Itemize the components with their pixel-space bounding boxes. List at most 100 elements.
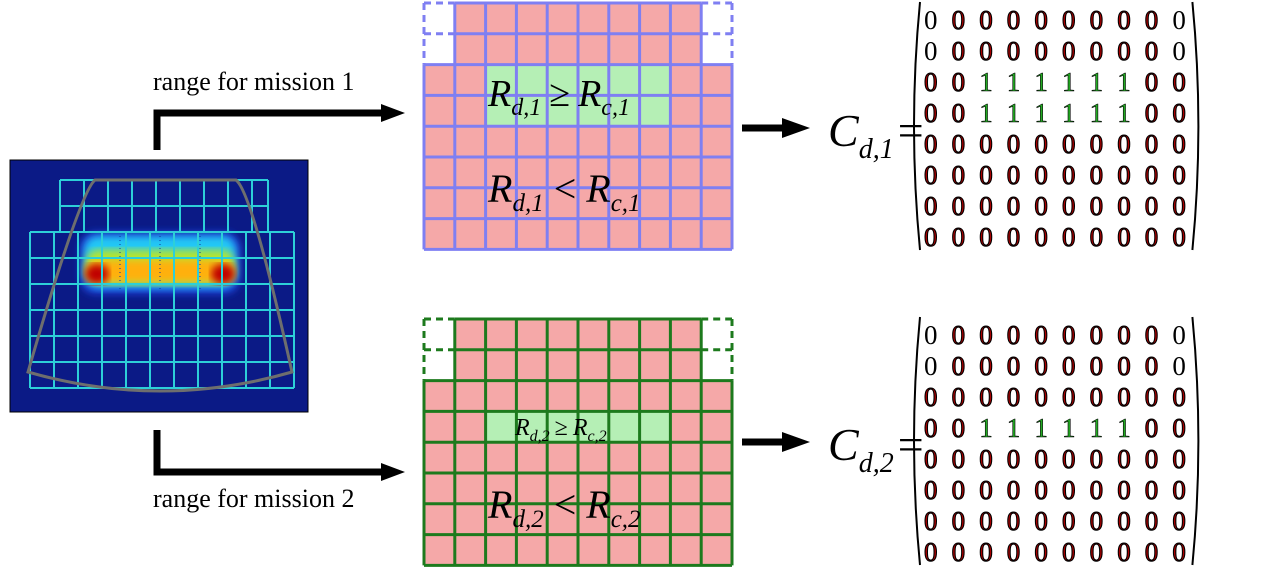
C2-label: Cd,2=: [828, 419, 924, 479]
mission1-grid: [422, 1, 734, 251]
grid-cell: [608, 503, 640, 535]
matrix-entry: 0: [1090, 191, 1104, 221]
matrix-entry: 0: [1117, 129, 1131, 159]
grid-cell: [578, 3, 609, 34]
matrix-entry: 0: [952, 5, 966, 35]
mission2-grid: [422, 317, 734, 567]
matrix-entry: 0: [1172, 36, 1186, 66]
matrix-entry: 0: [924, 129, 938, 159]
matrix-entry: 0: [924, 444, 938, 474]
matrix-entry: 0: [952, 67, 966, 97]
grid-cell: [639, 126, 671, 157]
matrix-entry: 0: [952, 98, 966, 128]
grid-cell: [701, 319, 732, 350]
grid-cell: [701, 187, 732, 219]
matrix-entry: 1: [1117, 98, 1131, 128]
matrix-entry: 0: [1062, 537, 1076, 567]
grid-cell: [670, 187, 702, 219]
grid-cell: [670, 126, 702, 157]
grid-cell: [516, 95, 548, 127]
grid-cell: [639, 95, 671, 127]
grid-cell: [424, 64, 455, 96]
matrix-entry: 0: [1090, 351, 1104, 381]
matrix-entry: 1: [1090, 98, 1104, 128]
grid-cell: [547, 534, 578, 566]
grid-cell: [454, 442, 486, 473]
grid-cell: [608, 33, 640, 65]
matrix-entry: 0: [1034, 129, 1048, 159]
grid-cell: [454, 411, 486, 443]
matrix-entry: 0: [1090, 36, 1104, 66]
matrix-entry: 0: [1090, 5, 1104, 35]
matrix-entry: 0: [1145, 129, 1159, 159]
matrix-entry: 0: [1007, 382, 1021, 412]
matrix-entry: 0: [1007, 475, 1021, 505]
matrix-entry: 0: [1062, 382, 1076, 412]
matrix-entry: 0: [1034, 351, 1048, 381]
matrix-entry: 0: [1034, 320, 1048, 350]
matrix-entry: 0: [1090, 129, 1104, 159]
grid-cell: [424, 534, 455, 566]
grid-cell: [639, 380, 671, 412]
matrix-right-bracket: [1191, 316, 1200, 566]
grid-cell: [608, 64, 640, 96]
matrix-entry: 0: [1034, 537, 1048, 567]
matrix-entry: 0: [1034, 191, 1048, 221]
matrix-entry: 0: [979, 506, 993, 536]
matrix-entry: 0: [1007, 320, 1021, 350]
grid-cell: [485, 319, 517, 350]
grid-cell: [454, 33, 486, 65]
matrix-entry: 1: [1090, 413, 1104, 443]
matrix-entry: 0: [1172, 5, 1186, 35]
grid-cell: [547, 380, 578, 412]
matrix-entry: 0: [979, 537, 993, 567]
grid-cell: [639, 64, 671, 96]
grid-cell: [701, 503, 732, 535]
grid-cell: [578, 157, 609, 188]
grid-cell: [578, 64, 609, 96]
matrix-entry: 0: [1007, 160, 1021, 190]
matrix-entry: 0: [1117, 320, 1131, 350]
grid-cell: [547, 503, 578, 535]
grid-cell: [516, 503, 548, 535]
grid-cell: [701, 218, 732, 250]
grid-cell: [547, 95, 578, 127]
matrix-entry: 0: [924, 475, 938, 505]
grid-cell: [639, 411, 671, 443]
grid-cell: [454, 534, 486, 566]
matrix-entry: 0: [924, 98, 938, 128]
grid-cell: [578, 442, 609, 473]
grid-cell: [547, 349, 578, 381]
coverage-outline: [26, 178, 294, 393]
grid-cell: [670, 380, 702, 412]
matrix-entry: 0: [952, 413, 966, 443]
matrix-entry: 0: [1034, 5, 1048, 35]
grid-cell: [608, 218, 640, 250]
grid-cell: [424, 126, 455, 157]
grid-cell: [670, 534, 702, 566]
grid-cell: [547, 319, 578, 350]
grid-cell: [701, 95, 732, 127]
matrix-entry: 0: [1034, 475, 1048, 505]
grid-cell: [547, 64, 578, 96]
grid-cell: [547, 411, 578, 443]
matrix-entry: 0: [924, 222, 938, 252]
matrix-entry: 0: [1090, 320, 1104, 350]
matrix-entry: 0: [1145, 506, 1159, 536]
matrix-entry: 0: [979, 191, 993, 221]
grid-cell: [670, 319, 702, 350]
matrix-entry: 0: [1172, 382, 1186, 412]
matrix-entry: 0: [1172, 98, 1186, 128]
grid-cell: [516, 380, 548, 412]
grid-cell: [454, 218, 486, 250]
grid-cell: [578, 319, 609, 350]
matrix-entry: 0: [979, 382, 993, 412]
grid-cell: [639, 157, 671, 188]
matrix-entry: 0: [924, 191, 938, 221]
matrix-entry: 0: [1172, 67, 1186, 97]
matrix-entry: 0: [979, 5, 993, 35]
matrix-entry: 0: [1062, 475, 1076, 505]
matrix-entry: 1: [1117, 413, 1131, 443]
grid-cell: [670, 157, 702, 188]
